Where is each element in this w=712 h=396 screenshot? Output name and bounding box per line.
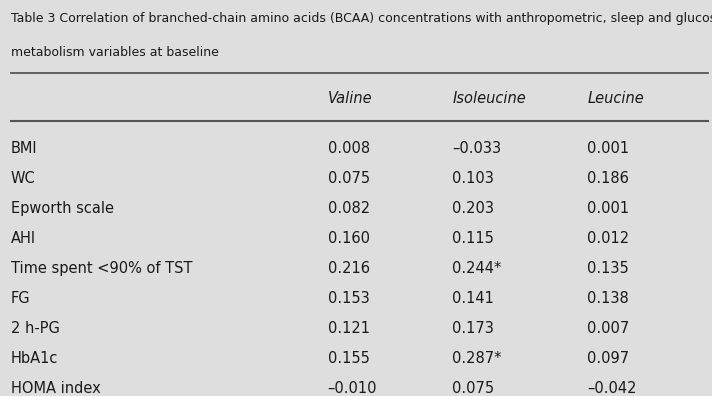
Text: 0.203: 0.203 [452, 201, 494, 216]
Text: –0.042: –0.042 [587, 381, 637, 396]
Text: 0.155: 0.155 [328, 351, 370, 366]
Text: 2 h-PG: 2 h-PG [11, 321, 60, 336]
Text: 0.103: 0.103 [452, 171, 494, 186]
Text: 0.138: 0.138 [587, 291, 629, 306]
Text: Time spent <90% of TST: Time spent <90% of TST [11, 261, 192, 276]
Text: 0.115: 0.115 [452, 231, 494, 246]
Text: 0.075: 0.075 [328, 171, 370, 186]
Text: Isoleucine: Isoleucine [452, 91, 526, 106]
Text: Leucine: Leucine [587, 91, 644, 106]
Text: 0.186: 0.186 [587, 171, 629, 186]
Text: Table 3 Correlation of branched-chain amino acids (BCAA) concentrations with ant: Table 3 Correlation of branched-chain am… [11, 12, 712, 25]
Text: 0.141: 0.141 [452, 291, 494, 306]
Text: 0.012: 0.012 [587, 231, 629, 246]
Text: 0.001: 0.001 [587, 141, 629, 156]
Text: Valine: Valine [328, 91, 372, 106]
Text: FG: FG [11, 291, 31, 306]
Text: 0.008: 0.008 [328, 141, 370, 156]
Text: 0.216: 0.216 [328, 261, 370, 276]
Text: 0.082: 0.082 [328, 201, 370, 216]
Text: HbA1c: HbA1c [11, 351, 58, 366]
Text: 0.287*: 0.287* [452, 351, 502, 366]
Text: 0.135: 0.135 [587, 261, 629, 276]
Text: 0.097: 0.097 [587, 351, 629, 366]
Text: metabolism variables at baseline: metabolism variables at baseline [11, 46, 219, 59]
Text: WC: WC [11, 171, 36, 186]
Text: 0.075: 0.075 [452, 381, 494, 396]
Text: 0.153: 0.153 [328, 291, 370, 306]
Text: Epworth scale: Epworth scale [11, 201, 114, 216]
Text: AHI: AHI [11, 231, 36, 246]
Text: –0.010: –0.010 [328, 381, 377, 396]
Text: BMI: BMI [11, 141, 37, 156]
Text: 0.160: 0.160 [328, 231, 370, 246]
Text: HOMA index: HOMA index [11, 381, 100, 396]
Text: 0.001: 0.001 [587, 201, 629, 216]
Text: –0.033: –0.033 [452, 141, 501, 156]
Text: 0.173: 0.173 [452, 321, 494, 336]
Text: 0.121: 0.121 [328, 321, 370, 336]
Text: 0.007: 0.007 [587, 321, 629, 336]
Text: 0.244*: 0.244* [452, 261, 501, 276]
